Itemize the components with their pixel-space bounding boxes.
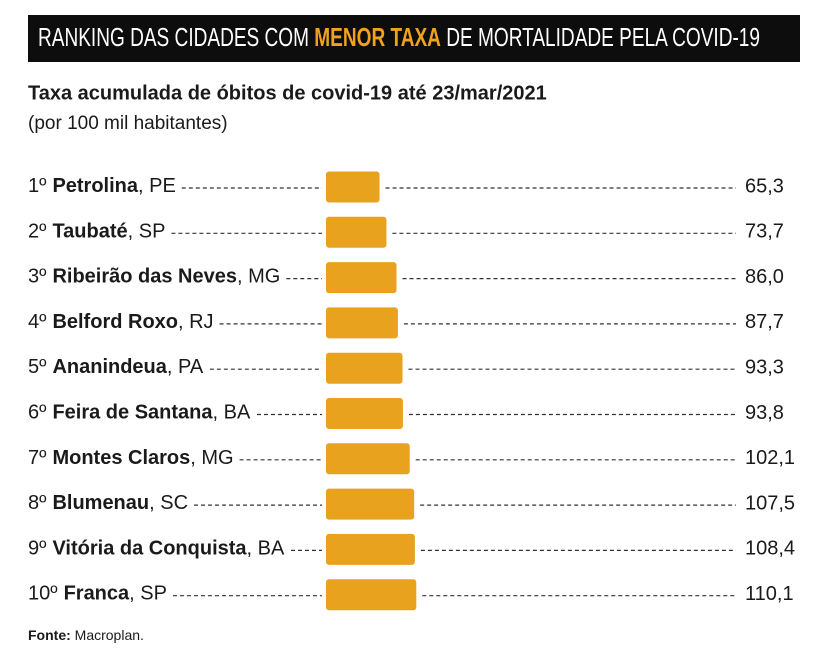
- state: , SC: [149, 492, 188, 514]
- subtitle: Taxa acumulada de óbitos de covid-19 até…: [28, 82, 547, 104]
- city: Blumenau: [52, 492, 149, 514]
- value-label: 65,3: [745, 175, 784, 197]
- row-label: 6º Feira de Santana, BA: [28, 402, 251, 424]
- bar: [326, 352, 403, 384]
- rank: 5º: [28, 356, 47, 378]
- row-label: 1º Petrolina, PE: [28, 175, 176, 197]
- bar: [326, 488, 415, 520]
- note: (por 100 mil habitantes): [28, 113, 228, 134]
- row-label: 10º Franca, SP: [28, 583, 167, 605]
- rank: 8º: [28, 492, 47, 514]
- row-label: 5º Ananindeua, PA: [28, 356, 204, 378]
- value-label: 87,7: [745, 311, 784, 333]
- city: Vitória da Conquista: [52, 538, 247, 560]
- value-label: 93,3: [745, 356, 784, 378]
- city: Feira de Santana: [52, 402, 213, 424]
- value-label: 73,7: [745, 221, 784, 243]
- rank: 7º: [28, 447, 47, 469]
- bar: [326, 171, 380, 203]
- state: , MG: [237, 266, 280, 288]
- state: , PE: [138, 175, 176, 197]
- value-label: 108,4: [745, 538, 795, 560]
- city: Franca: [64, 583, 130, 605]
- value-label: 102,1: [745, 447, 795, 469]
- source: Fonte: Macroplan.: [28, 627, 144, 643]
- rank: 1º: [28, 175, 47, 197]
- bar: [326, 216, 387, 248]
- value-label: 86,0: [745, 266, 784, 288]
- rank: 4º: [28, 311, 47, 333]
- source-text: Macroplan.: [75, 627, 144, 643]
- title-part: DE MORTALIDADE PELA COVID-19: [446, 22, 760, 52]
- value-label: 93,8: [745, 402, 784, 424]
- rank: 2º: [28, 221, 47, 243]
- bar: [326, 579, 417, 611]
- value-label: 107,5: [745, 492, 795, 514]
- row-label: 4º Belford Roxo, RJ: [28, 311, 214, 333]
- bar: [326, 443, 410, 475]
- rank: 3º: [28, 266, 47, 288]
- city: Montes Claros: [52, 447, 190, 469]
- state: , MG: [190, 447, 233, 469]
- title-highlight: MENOR TAXA: [314, 22, 441, 52]
- city: Belford Roxo: [52, 311, 178, 333]
- bar: [326, 533, 415, 565]
- row-label: 2º Taubaté, SP: [28, 221, 165, 243]
- source-label: Fonte:: [28, 627, 71, 643]
- rank: 10º: [28, 583, 58, 605]
- state: , BA: [247, 538, 285, 560]
- state: , PA: [167, 356, 204, 378]
- value-label: 110,1: [745, 583, 794, 605]
- chart-title: RANKING DAS CIDADES COM MENOR TAXA DE MO…: [38, 22, 760, 52]
- title-band: [28, 15, 800, 62]
- bar: [326, 307, 398, 339]
- row-label: 8º Blumenau, SC: [28, 492, 188, 514]
- city: Ribeirão das Neves: [52, 266, 237, 288]
- state: , SP: [129, 583, 167, 605]
- rank: 9º: [28, 538, 47, 560]
- state: , RJ: [178, 311, 214, 333]
- title-part: RANKING DAS CIDADES COM: [38, 22, 309, 52]
- state: , SP: [128, 221, 166, 243]
- bar: [326, 398, 403, 429]
- city: Ananindeua: [52, 356, 167, 378]
- bar: [326, 262, 397, 294]
- rank: 6º: [28, 402, 47, 424]
- row-label: 7º Montes Claros, MG: [28, 447, 234, 469]
- row-label: 3º Ribeirão das Neves, MG: [28, 266, 280, 288]
- city: Petrolina: [52, 175, 138, 197]
- state: , BA: [213, 402, 251, 424]
- city: Taubaté: [52, 221, 127, 243]
- row-label: 9º Vitória da Conquista, BA: [28, 538, 285, 560]
